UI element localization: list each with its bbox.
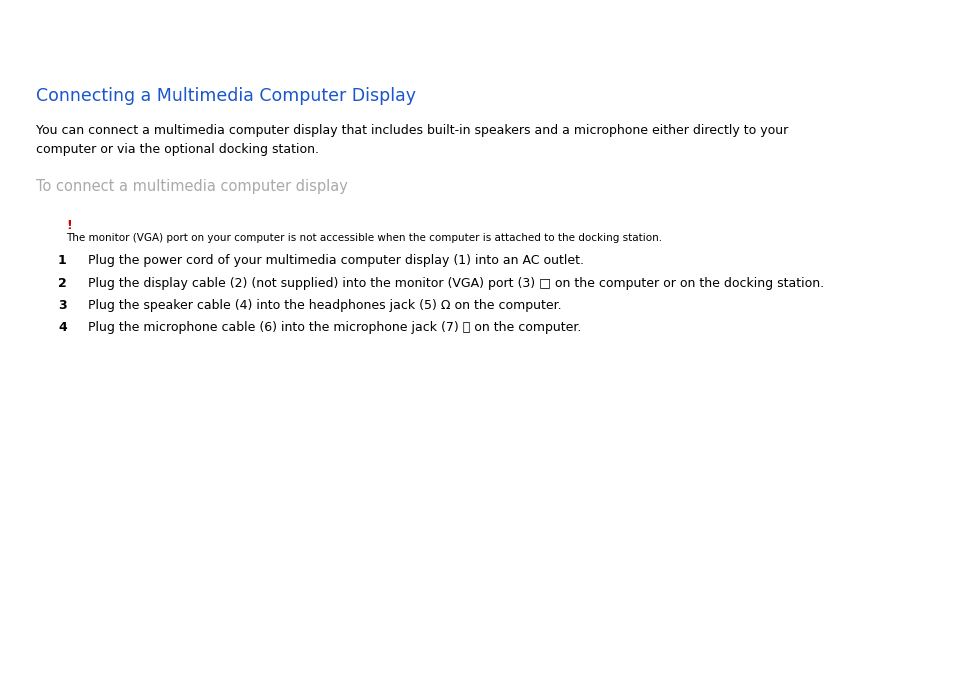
Text: VAIO: VAIO	[8, 18, 64, 38]
Text: 1: 1	[58, 254, 67, 267]
Text: Plug the microphone cable (6) into the microphone jack (7) ⤅ on the computer.: Plug the microphone cable (6) into the m…	[88, 321, 580, 334]
Text: To connect a multimedia computer display: To connect a multimedia computer display	[36, 179, 348, 194]
Text: You can connect a multimedia computer display that includes built-in speakers an: You can connect a multimedia computer di…	[36, 124, 787, 156]
Text: Using Peripheral Devices: Using Peripheral Devices	[785, 38, 932, 47]
Text: 2: 2	[58, 277, 67, 290]
Text: Plug the power cord of your multimedia computer display (1) into an AC outlet.: Plug the power cord of your multimedia c…	[88, 254, 583, 267]
Text: !: !	[66, 219, 71, 232]
Text: 4: 4	[58, 321, 67, 334]
Text: VAIO: VAIO	[8, 20, 60, 39]
Text: ◄ 86 ►: ◄ 86 ►	[894, 11, 929, 22]
Text: The monitor (VGA) port on your computer is not accessible when the computer is a: The monitor (VGA) port on your computer …	[66, 233, 661, 243]
Text: Connecting a Multimedia Computer Display: Connecting a Multimedia Computer Display	[36, 87, 416, 105]
Text: Plug the speaker cable (4) into the headphones jack (5) Ω on the computer.: Plug the speaker cable (4) into the head…	[88, 299, 561, 312]
Text: 3: 3	[58, 299, 67, 312]
Text: Plug the display cable (2) (not supplied) into the monitor (VGA) port (3) □ on t: Plug the display cable (2) (not supplied…	[88, 277, 823, 290]
